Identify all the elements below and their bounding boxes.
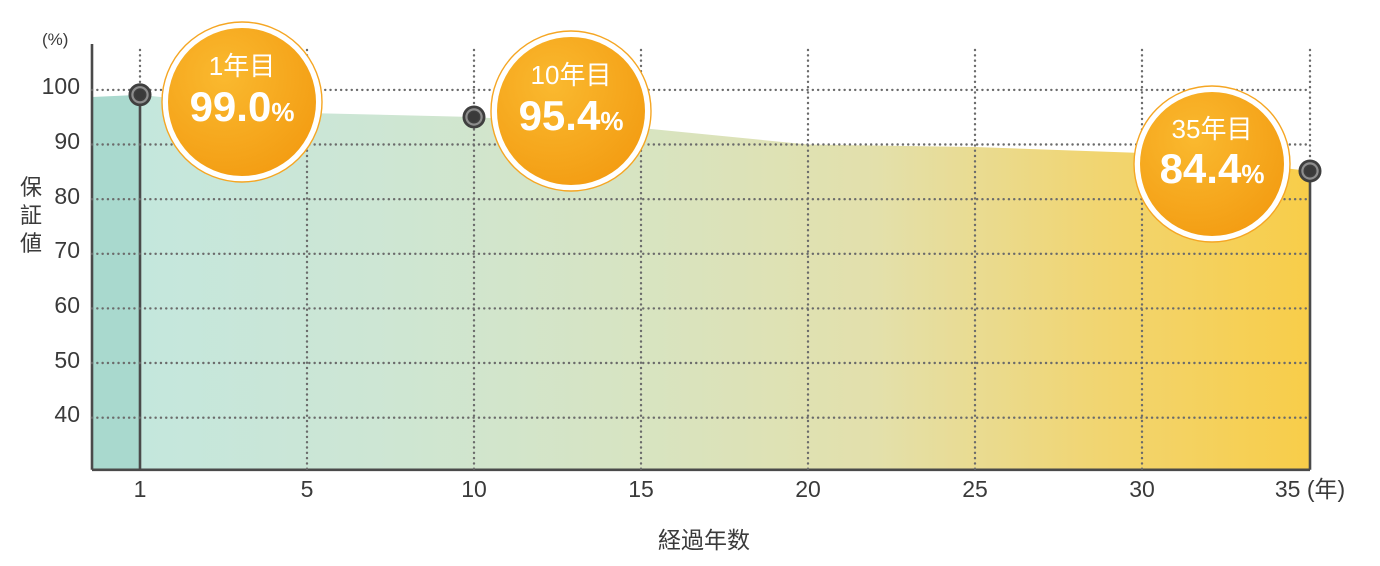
svg-text:保: 保 [20, 175, 42, 200]
svg-text:40: 40 [54, 401, 80, 427]
svg-text:25: 25 [962, 476, 988, 502]
svg-text:証: 証 [20, 203, 42, 228]
svg-text:100: 100 [42, 73, 80, 99]
svg-text:20: 20 [795, 476, 821, 502]
svg-text:1: 1 [134, 476, 147, 502]
svg-text:値: 値 [20, 231, 42, 256]
svg-text:経過年数: 経過年数 [658, 527, 750, 553]
svg-text:35年目: 35年目 [1172, 114, 1253, 144]
svg-text:80: 80 [54, 183, 80, 209]
svg-text:5: 5 [301, 476, 314, 502]
svg-text:1年目: 1年目 [209, 51, 275, 81]
svg-text:(%): (%) [42, 30, 68, 49]
svg-text:60: 60 [54, 292, 80, 318]
svg-text:15: 15 [628, 476, 654, 502]
svg-text:35 (年): 35 (年) [1275, 476, 1345, 502]
svg-text:30: 30 [1129, 476, 1155, 502]
svg-text:50: 50 [54, 347, 80, 373]
svg-text:70: 70 [54, 237, 80, 263]
svg-text:10: 10 [461, 476, 487, 502]
svg-text:10年目: 10年目 [531, 60, 612, 90]
svg-text:90: 90 [54, 128, 80, 154]
